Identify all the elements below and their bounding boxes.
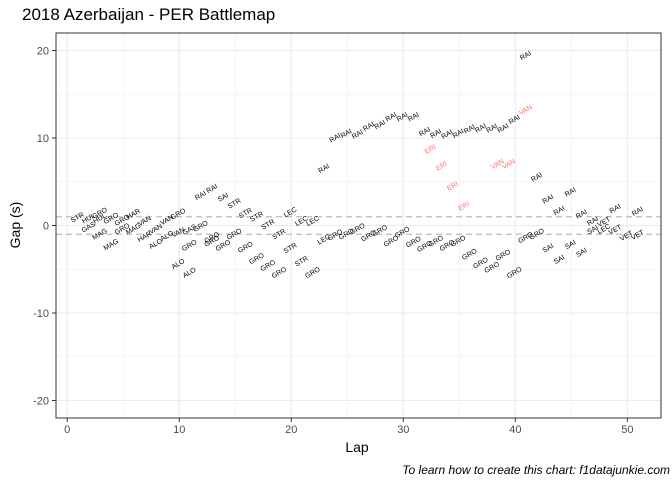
point-label: RAI [609, 203, 623, 215]
point-label: ERI [424, 144, 438, 156]
point-label: ERI [457, 201, 471, 213]
y-tick-label: 10 [37, 133, 49, 145]
x-tick-label: 20 [285, 424, 297, 436]
point-label: RAI [463, 124, 477, 136]
point-label: RAI [586, 216, 600, 228]
point-label: RAI [362, 121, 376, 133]
point-label: RAI [575, 209, 589, 221]
x-tick-label: 50 [621, 424, 633, 436]
x-tick-label: 30 [397, 424, 409, 436]
point-label: SAI [586, 224, 599, 236]
point-label: RAI [385, 112, 399, 124]
x-tick-label: 0 [64, 424, 70, 436]
point-label: STR [260, 219, 276, 232]
point-label: RAI [407, 112, 421, 124]
point-label: ERI [446, 181, 460, 193]
point-label: STR [294, 255, 310, 268]
point-label: MAG [103, 238, 120, 252]
x-axis-title: Lap [345, 439, 369, 455]
point-label: GRO [192, 220, 210, 234]
point-label: GRO [371, 224, 389, 238]
point-label: STR [283, 242, 299, 255]
point-label: RAI [329, 133, 343, 145]
y-axis-title: Gap (s) [7, 202, 23, 249]
chart-title: 2018 Azerbaijan - PER Battlemap [22, 5, 275, 24]
point-label: SAI [553, 254, 566, 266]
plot-panel [55, 32, 662, 419]
point-label: SAI [575, 247, 588, 259]
point-label: ALO [182, 266, 198, 279]
point-label: SAI [217, 192, 230, 204]
point-label: RAI [553, 205, 567, 217]
y-axis: -20 -10 0 10 20 [33, 46, 56, 408]
y-tick-label: -10 [33, 308, 49, 320]
point-label: SAI [542, 243, 555, 255]
point-label: RAI [418, 126, 432, 138]
point-label: GRO [237, 241, 255, 255]
point-label: HAR [125, 208, 141, 221]
point-label: VET [630, 229, 646, 242]
point-label: GRO [170, 207, 188, 221]
point-label: RAI [351, 129, 365, 141]
point-label: RAI [205, 183, 219, 195]
point-label: RAI [194, 190, 208, 202]
point-label: RAI [485, 123, 499, 135]
point-label: RAI [530, 172, 544, 184]
point-label: RAI [564, 187, 578, 199]
point-label: RAI [541, 194, 555, 206]
point-label: RAI [519, 50, 533, 62]
y-tick-label: 0 [43, 221, 49, 233]
point-label: GRO [495, 248, 513, 262]
point-label: GRO [181, 239, 199, 253]
point-label: RAI [631, 206, 645, 218]
point-label: VAN [501, 158, 517, 171]
point-label: SAI [564, 239, 577, 251]
x-axis: 0 10 20 30 40 50 [64, 418, 634, 436]
point-label: GRO [461, 248, 479, 262]
point-label: VAN [518, 104, 534, 117]
point-label: RAI [441, 129, 455, 141]
chart-caption: To learn how to create this chart: f1dat… [402, 463, 670, 477]
data-labels: STRHULHULGASGROGROMAGGROGROHARMAGMAGVANH… [70, 50, 646, 280]
point-label: RAI [452, 128, 466, 140]
point-label: STR [272, 228, 288, 241]
point-label: GRO [450, 234, 468, 248]
point-label: MAG [91, 228, 108, 242]
point-label: RAI [340, 128, 354, 140]
point-label: RAI [497, 123, 511, 135]
point-label: RAI [508, 114, 522, 126]
point-label: GRO [528, 227, 546, 241]
point-label: ERI [435, 161, 449, 173]
point-label: GRO [226, 227, 244, 241]
point-label: RAI [396, 112, 410, 124]
point-label: GRO [271, 266, 289, 280]
y-tick-label: 20 [37, 46, 49, 58]
x-tick-label: 10 [173, 424, 185, 436]
point-label: RAI [429, 128, 443, 140]
point-label: STR [227, 198, 243, 211]
point-label: RAI [317, 163, 331, 175]
point-label: RAI [474, 123, 488, 135]
point-label: RAI [373, 119, 387, 131]
point-label: GRO [304, 266, 322, 280]
x-tick-label: 40 [509, 424, 521, 436]
y-tick-label: -20 [33, 396, 49, 408]
